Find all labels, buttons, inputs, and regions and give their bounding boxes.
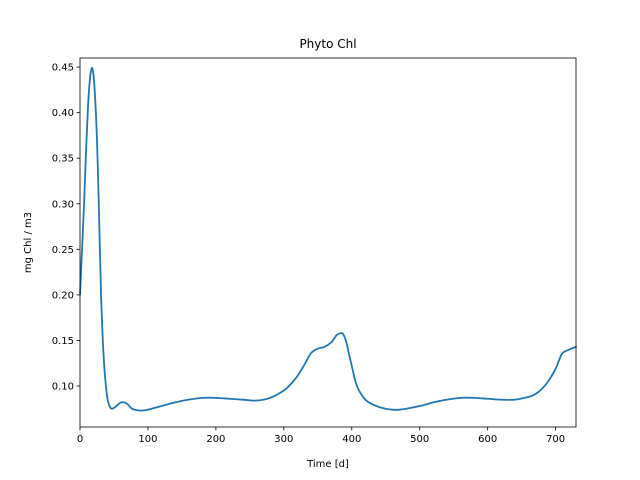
y-tick-label: 0.25 [52,245,74,256]
x-tick-label: 700 [546,434,565,445]
y-tick-label: 0.15 [52,336,74,347]
x-axis-label: Time [d] [306,459,349,470]
chart-title: Phyto Chl [299,37,356,51]
series-line [79,66,577,412]
y-tick-label: 0.40 [52,108,74,119]
x-tick-label: 400 [342,434,361,445]
y-axis-label: mg Chl / m3 [23,212,34,273]
y-tick-label: 0.30 [52,199,74,210]
x-tick-label: 600 [478,434,497,445]
y-tick-label: 0.20 [52,290,74,301]
x-tick-label: 0 [77,434,83,445]
plot-frame [79,57,577,428]
x-axis-ticks: 0 100 200 300 400 500 600 700 [77,427,565,445]
x-tick-label: 500 [410,434,429,445]
y-tick-label: 0.10 [52,382,74,393]
x-tick-label: 200 [206,434,225,445]
y-tick-label: 0.45 [52,63,74,74]
y-axis-ticks: 0.10 0.15 0.20 0.25 0.30 0.35 0.40 0.45 [52,63,80,393]
x-tick-label: 100 [138,434,157,445]
x-tick-label: 300 [274,434,293,445]
y-tick-label: 0.35 [52,154,74,165]
